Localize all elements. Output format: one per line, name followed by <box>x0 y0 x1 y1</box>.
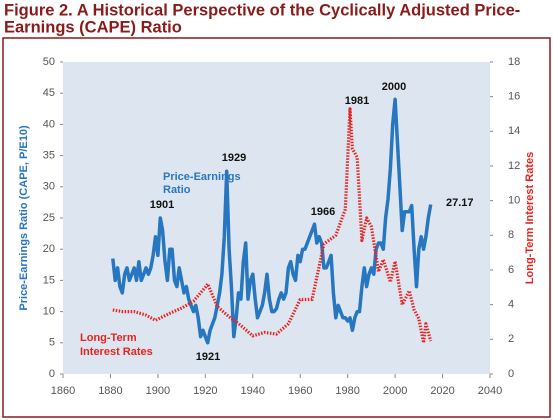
frame <box>2 37 551 418</box>
y-tick-label: 30 <box>43 181 55 193</box>
y2-axis-label: Long-Term Interest Rates <box>524 152 536 284</box>
y-tick-label: 5 <box>49 337 55 349</box>
x-tick-label: 1920 <box>193 385 217 397</box>
y2-tick-label: 10 <box>508 195 520 207</box>
y-tick-label: 35 <box>43 150 55 162</box>
annotation: 2000 <box>382 81 406 93</box>
x-tick-label: 2000 <box>383 385 407 397</box>
y2-tick-label: 12 <box>508 160 520 172</box>
x-tick-label: 1880 <box>98 385 122 397</box>
y2-tick-label: 2 <box>508 333 514 345</box>
y2-tick-label: 0 <box>508 368 514 380</box>
y-tick-label: 0 <box>49 368 55 380</box>
y-tick-label: 45 <box>43 87 55 99</box>
y2-tick-label: 4 <box>508 299 514 311</box>
series-label: Price-Earnings <box>163 171 241 183</box>
annotation: 27.17 <box>446 197 474 209</box>
plot-area <box>63 62 490 374</box>
y2-tick-label: 6 <box>508 264 514 276</box>
x-tick-label: 1900 <box>146 385 170 397</box>
line-series <box>112 107 433 345</box>
y2-tick-label: 14 <box>508 125 520 137</box>
y2-tick-label: 16 <box>508 91 520 103</box>
annotation: 1921 <box>196 351 220 363</box>
y-axis-label: Price-Earnings Ratio (CAPE, P/E10) <box>18 125 30 311</box>
line-series <box>111 97 433 345</box>
series-label: Long-Term <box>80 332 137 344</box>
x-tick-label: 1960 <box>288 385 312 397</box>
y-tick-label: 10 <box>43 306 55 318</box>
series-label: Interest Rates <box>80 346 153 358</box>
y2-tick-label: 18 <box>508 56 520 68</box>
x-tick-label: 1940 <box>241 385 265 397</box>
y-tick-label: 50 <box>43 56 55 68</box>
x-tick-label: 2040 <box>478 385 502 397</box>
annotation: 1929 <box>222 152 246 164</box>
y-tick-label: 40 <box>43 118 55 130</box>
x-tick-label: 1980 <box>335 385 359 397</box>
y-tick-label: 25 <box>43 212 55 224</box>
x-tick-label: 2020 <box>430 385 454 397</box>
annotation: 1966 <box>311 206 335 218</box>
chart-title: Earnings (CAPE) Ratio <box>4 18 182 36</box>
y-tick-label: 15 <box>43 274 55 286</box>
annotation: 1901 <box>150 199 174 211</box>
y2-tick-label: 8 <box>508 229 514 241</box>
series-label: Ratio <box>163 184 191 196</box>
annotation: 1981 <box>345 95 369 107</box>
chart-title: Figure 2. A Historical Perspective of th… <box>4 1 520 19</box>
x-tick-label: 1860 <box>51 385 75 397</box>
y-tick-label: 20 <box>43 243 55 255</box>
